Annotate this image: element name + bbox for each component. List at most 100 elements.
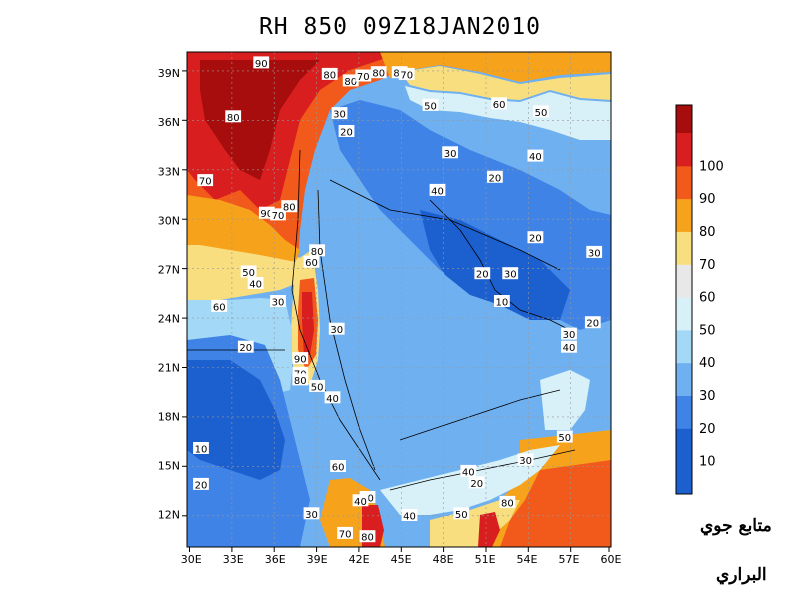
x-tick-label: 54E	[517, 553, 538, 566]
x-tick-label: 42E	[349, 553, 370, 566]
contour-label: 80	[501, 498, 514, 509]
contour-label-bg	[499, 495, 516, 508]
coast-red-sea-west	[291, 149, 381, 481]
contour-label-bg	[474, 267, 491, 280]
south-yellow	[430, 500, 520, 547]
x-tick-label: 30E	[181, 553, 202, 566]
contour-label: 30	[444, 149, 457, 160]
contour-label: 60	[332, 463, 345, 474]
contour-label-bg	[270, 295, 286, 307]
contour-label-bg	[253, 56, 270, 69]
contour-label-bg	[468, 476, 485, 489]
border-yemen	[399, 389, 561, 441]
contour-label-bg	[330, 460, 346, 472]
y-tick-label: 33N	[158, 165, 180, 178]
colorbar-bin	[676, 461, 692, 495]
contour-label: 30	[305, 510, 318, 521]
x-tick-label: 51E	[475, 553, 496, 566]
contour-label: 60	[493, 100, 506, 111]
contour-label: 20	[489, 173, 502, 184]
colorbar-bin	[676, 362, 692, 396]
x-tick-label: 36E	[265, 553, 286, 566]
colorbar-frame	[675, 104, 693, 495]
credit-line-1: متابع جوي	[700, 516, 772, 536]
x-tick-label: 39E	[307, 553, 328, 566]
colorbar-label: 50	[699, 323, 716, 338]
contour-label: 80	[227, 113, 240, 124]
colorbar-cap	[676, 105, 692, 133]
colorbar-label: 90	[699, 192, 716, 207]
contour-label: 30	[333, 110, 346, 121]
contour-label-bg	[453, 507, 470, 520]
colorbar: 10 20 30 40 50 60 70 80 90 100	[675, 104, 724, 495]
y-tick-label: 12N	[158, 508, 180, 521]
contour-label: 20	[529, 234, 542, 245]
contour-label: 40	[354, 497, 367, 508]
x-tick-label: 57E	[559, 553, 580, 566]
coast-gulf-aden	[389, 449, 576, 491]
contour-label-bg	[442, 146, 458, 159]
axis-tick-marks	[182, 70, 610, 552]
contour-label-bg	[331, 107, 348, 120]
contour-label-bg	[324, 391, 341, 404]
contour-label: 20	[476, 270, 489, 281]
contour-label: 80	[361, 533, 374, 544]
contour-label-bg	[359, 530, 376, 543]
x-tick-label: 33E	[223, 553, 244, 566]
contour-label: 60	[213, 302, 226, 313]
contour-label-bg	[193, 442, 209, 454]
contour-label: 80	[323, 70, 336, 81]
contour-label: 40	[326, 394, 339, 405]
contour-label: 20	[239, 343, 252, 354]
northeast-rh-light	[405, 86, 611, 140]
contour-label: 90	[294, 355, 307, 366]
contour-label-bg	[338, 125, 355, 137]
contour-label-bg	[337, 526, 353, 539]
contour-label-bg	[281, 200, 298, 213]
contour-label-bg	[584, 316, 601, 329]
contour-label-bg	[422, 98, 439, 111]
contour-label: 20	[195, 480, 208, 491]
contour-label-bg	[292, 352, 309, 365]
contour-label: 20	[586, 319, 599, 330]
colorbar-bin	[676, 329, 692, 364]
contour-label: 30	[330, 325, 343, 336]
moderate-rh-levant2	[187, 195, 300, 262]
colorbar-label: 10	[699, 455, 716, 470]
contour-label-bg	[401, 509, 418, 521]
contour-label-bg	[240, 265, 257, 278]
map-title: RH 850 09Z18JAN2010	[258, 14, 542, 40]
contour-label: 30	[588, 248, 601, 259]
contour-label-bg	[328, 322, 345, 335]
contour-label-bg	[303, 255, 320, 268]
y-tick-label: 21N	[158, 361, 180, 374]
map-frame	[186, 51, 612, 548]
x-tick-label: 45E	[391, 553, 412, 566]
contour-label: 20	[470, 479, 483, 490]
contour-label-bg	[533, 105, 549, 118]
y-tick-label: 36N	[158, 116, 180, 129]
colorbar-label: 70	[699, 258, 716, 273]
contour-label: 30	[504, 270, 517, 281]
red-sea-core2	[302, 292, 314, 355]
contour-label-bg	[460, 464, 477, 477]
contour-label-bg	[342, 74, 359, 87]
contour-label-bg	[398, 67, 415, 80]
contour-label-bg	[561, 327, 577, 340]
contour-label: 80	[294, 376, 307, 387]
contour-labels: 9080808070807080302050605030407020409070…	[193, 56, 603, 544]
contour-label: 40	[563, 343, 576, 354]
border-arabia	[329, 179, 561, 271]
colorbar-label: 30	[699, 389, 716, 404]
contour-label: 70	[339, 529, 352, 540]
contour-label-bg	[527, 231, 544, 244]
colorbar-bin	[676, 297, 692, 331]
contour-label: 30	[519, 456, 532, 467]
y-tick-label: 24N	[158, 312, 180, 325]
colorbar-label: 40	[699, 356, 716, 371]
colorbar-bin	[676, 165, 692, 200]
contour-label-bg	[556, 430, 573, 443]
coastlines	[187, 149, 576, 491]
contour-label: 70	[272, 211, 285, 222]
contour-label-bg	[502, 267, 519, 280]
